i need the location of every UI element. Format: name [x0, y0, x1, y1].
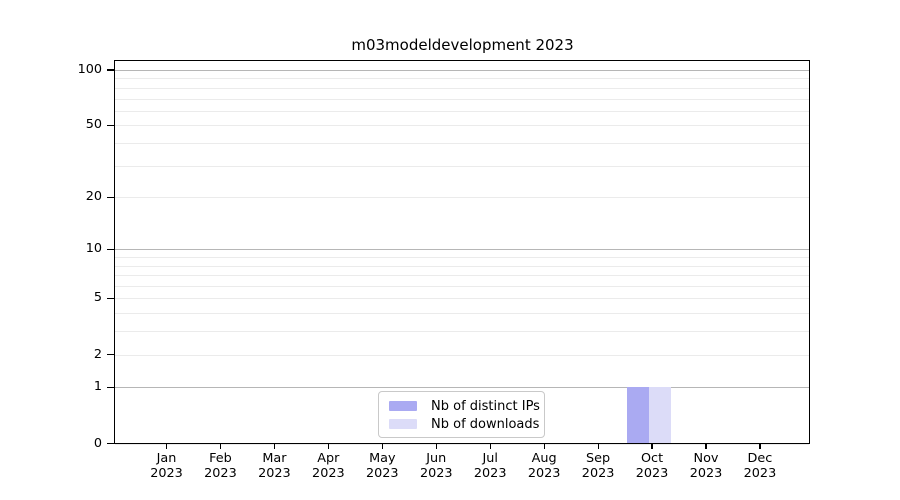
y-tick-label: 10: [85, 241, 102, 257]
gridline-minor: [115, 125, 809, 127]
x-tick-label: Sep 2023: [581, 451, 615, 481]
gridline-minor: [115, 354, 809, 356]
y-tick: [107, 353, 114, 356]
legend: Nb of distinct IPs Nb of downloads: [378, 391, 545, 438]
legend-swatch: [389, 401, 417, 411]
gridline-minor: [115, 197, 809, 199]
x-tick-label: Jun 2023: [419, 451, 453, 481]
x-tick: [759, 444, 761, 449]
gridline-minor: [115, 443, 809, 445]
x-tick: [381, 444, 383, 449]
y-tick: [107, 248, 114, 251]
x-tick: [435, 444, 437, 449]
x-tick-label: Nov 2023: [689, 451, 723, 481]
x-tick: [597, 444, 599, 449]
x-tick-label: May 2023: [366, 451, 399, 481]
x-tick-label: Oct 2023: [635, 451, 669, 481]
y-tick-label: 20: [85, 189, 102, 205]
gridline-major: [115, 387, 809, 389]
x-tick: [705, 444, 707, 449]
x-tick-label: Jan 2023: [150, 451, 183, 481]
gridline-minor: [115, 110, 809, 112]
y-tick-label: 2: [93, 346, 102, 362]
gridline-minor: [115, 98, 809, 100]
gridline-minor: [115, 286, 809, 288]
x-tick: [273, 444, 276, 449]
x-tick: [651, 444, 653, 449]
legend-swatch: [389, 419, 417, 429]
gridline-minor: [115, 313, 809, 315]
x-tick-label: Mar 2023: [258, 451, 291, 481]
x-tick: [327, 444, 330, 449]
legend-item: Nb of distinct IPs: [389, 397, 544, 415]
plot-frame: [114, 60, 810, 444]
legend-item: Nb of downloads: [389, 415, 544, 433]
y-tick-label: 0: [93, 435, 102, 451]
gridline-minor: [115, 275, 809, 277]
gridline-minor: [115, 87, 809, 89]
y-tick-label: 50: [85, 117, 102, 133]
y-tick: [107, 69, 114, 71]
y-tick-label: 1: [93, 379, 102, 395]
bar-nb-of-distinct-ips: [627, 387, 650, 444]
y-tick: [107, 297, 114, 300]
x-tick-label: Feb 2023: [204, 451, 237, 481]
gridline-minor: [115, 298, 809, 300]
x-tick: [219, 444, 222, 449]
gridline-minor: [115, 142, 809, 144]
x-tick-label: Aug 2023: [527, 451, 561, 481]
x-tick: [543, 444, 545, 449]
x-tick-label: Dec 2023: [743, 451, 777, 481]
x-tick-label: Apr 2023: [312, 451, 345, 481]
chart-title: m03modeldevelopment 2023: [351, 36, 574, 54]
x-tick: [165, 444, 168, 449]
gridline-minor: [115, 78, 809, 80]
y-tick-label: 5: [93, 290, 102, 306]
x-tick: [489, 444, 491, 449]
y-tick: [107, 442, 114, 445]
x-tick-label: Jul 2023: [473, 451, 507, 481]
gridline-minor: [115, 165, 809, 167]
gridline-minor: [115, 265, 809, 267]
gridline-minor: [115, 331, 809, 333]
gridline-major: [115, 69, 809, 71]
y-tick: [107, 386, 114, 389]
y-tick: [107, 196, 114, 198]
gridline-minor: [115, 257, 809, 259]
legend-label: Nb of downloads: [431, 416, 540, 432]
gridline-major: [115, 249, 809, 251]
legend-label: Nb of distinct IPs: [431, 398, 540, 414]
y-tick-label: 100: [77, 61, 102, 77]
y-tick: [107, 124, 114, 126]
bar-nb-of-downloads: [649, 387, 672, 444]
